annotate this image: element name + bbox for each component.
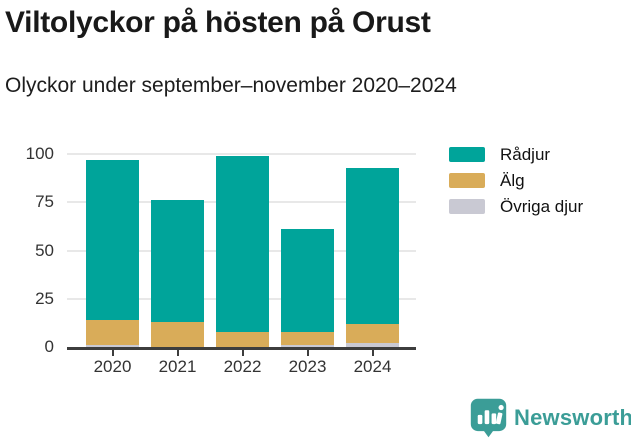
legend-item: Älg: [449, 171, 583, 190]
legend-item: Rådjur: [449, 145, 583, 164]
legend-label: Övriga djur: [500, 197, 584, 216]
newsworthy-logo-icon: [470, 398, 507, 438]
y-tick-label: 0: [44, 337, 54, 356]
legend-swatch: [449, 147, 485, 162]
y-tick-label: 25: [35, 288, 54, 308]
legend-swatch: [449, 199, 485, 214]
page-title: Viltolyckor på hösten på Orust: [5, 6, 431, 39]
x-tick-label: 2023: [288, 357, 327, 376]
bar-segment: [151, 321, 204, 347]
x-tick: [306, 350, 309, 356]
bar-segment: [281, 331, 334, 346]
legend-swatch: [449, 173, 485, 188]
page-subtitle: Olyckor under september–november 2020–20…: [5, 74, 457, 97]
gridline: [67, 153, 416, 155]
x-tick-label: 2021: [158, 357, 197, 376]
bar-segment: [216, 155, 269, 332]
bar-segment: [346, 323, 399, 344]
x-axis-line: [67, 347, 416, 350]
x-tick: [111, 350, 114, 356]
bar-segment: [346, 343, 399, 347]
bar-segment: [86, 159, 139, 320]
legend-label: Rådjur: [500, 145, 551, 164]
y-tick-label: 50: [35, 240, 54, 260]
x-tick: [371, 350, 374, 356]
chart-legend: Rådjur Älg Övriga djur: [449, 145, 584, 225]
brand-footer: Newsworthy: [470, 398, 631, 438]
bar-segment: [216, 331, 269, 347]
bar-segment: [346, 167, 399, 324]
bar-segment: [151, 200, 204, 322]
bar-segment: [86, 345, 139, 347]
y-tick-label: 75: [35, 192, 54, 212]
legend-label: Älg: [500, 171, 525, 190]
x-tick: [176, 350, 179, 356]
y-tick-label: 100: [25, 144, 54, 163]
x-tick-label: 2020: [93, 357, 132, 376]
bar-segment: [86, 319, 139, 346]
bar-segment: [281, 229, 334, 332]
x-tick-label: 2024: [353, 357, 392, 376]
brand-name: Newsworthy: [514, 405, 631, 430]
bar-segment: [281, 345, 334, 347]
x-tick: [241, 350, 244, 356]
legend-item: Övriga djur: [449, 197, 584, 216]
x-tick-label: 2022: [223, 357, 262, 376]
